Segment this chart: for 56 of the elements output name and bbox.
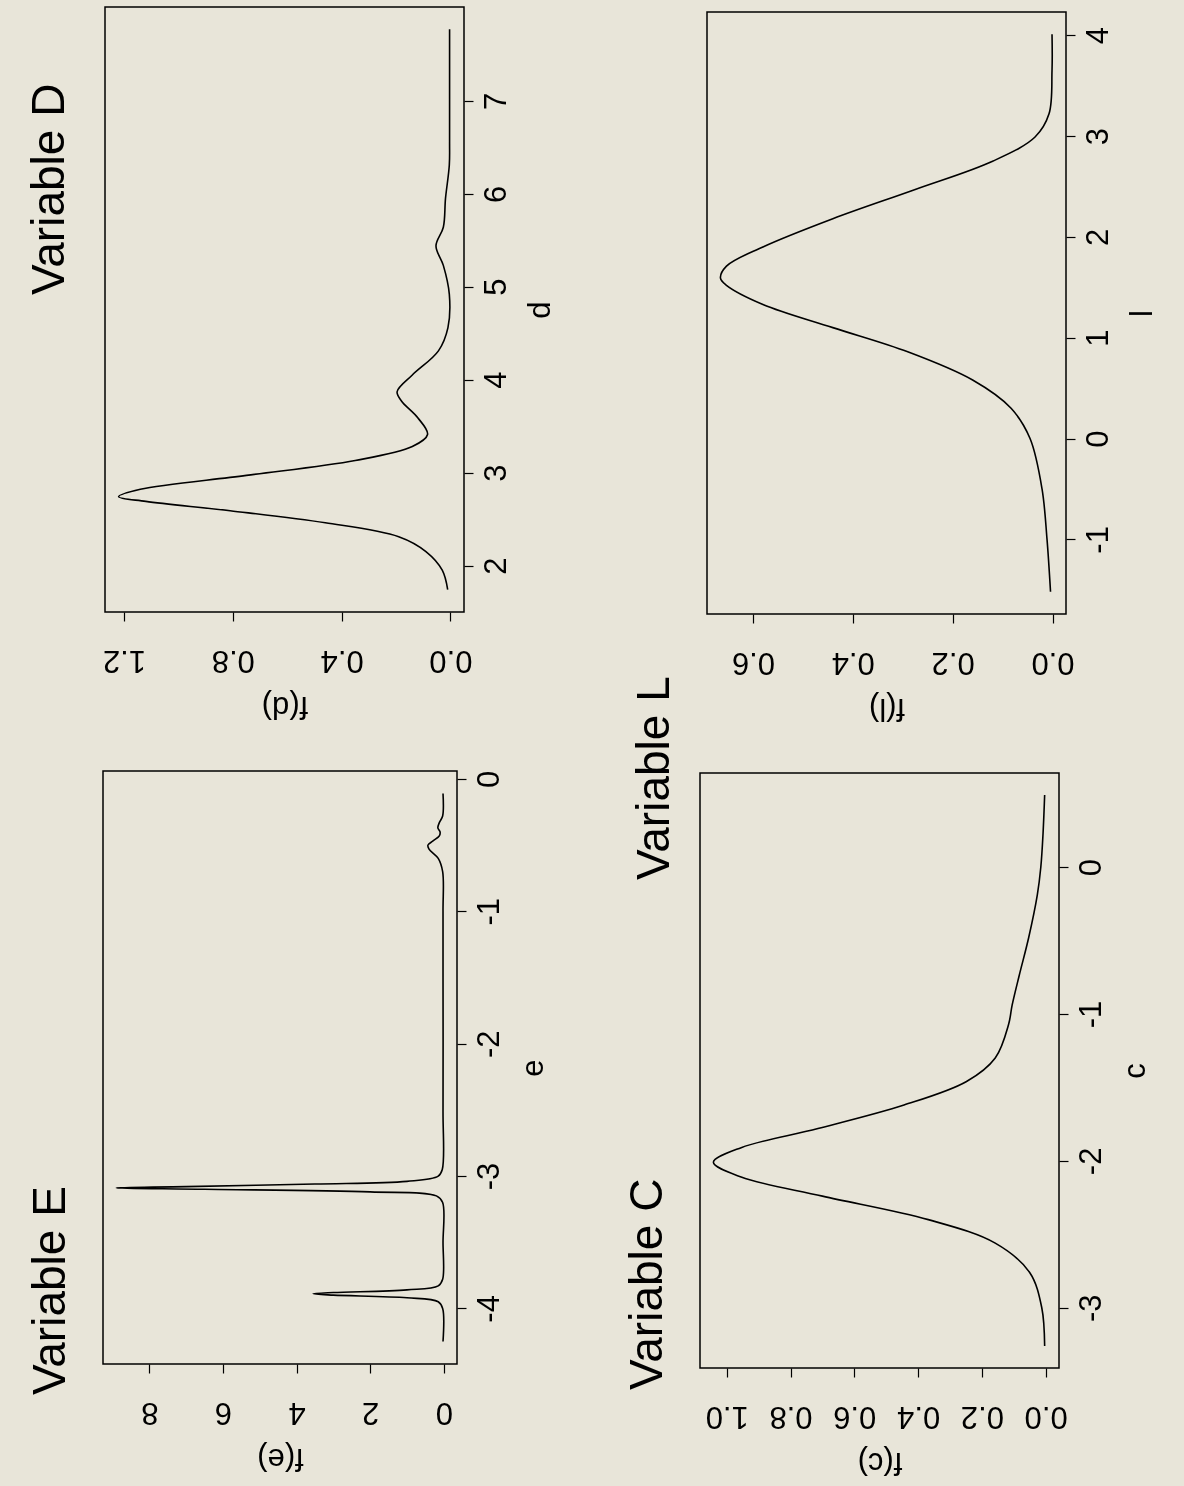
x-axis-title: f(l) [868, 691, 906, 727]
line-series [719, 33, 1054, 593]
text: Variable E [23, 1186, 75, 1395]
x-tick-label: 0.2 [931, 645, 975, 681]
x-tick-label: 0.8 [211, 643, 255, 679]
y-tick-label: 4 [477, 371, 513, 389]
y-tick-label: -1 [1079, 526, 1115, 554]
y-tick-label: 3 [477, 464, 513, 482]
x-tick-label: 2 [362, 1395, 380, 1431]
x-axis-title: f(c) [857, 1445, 903, 1481]
x-axis-title: f(e) [257, 1441, 304, 1477]
x-tick-label: 0.6 [731, 645, 775, 681]
y-axis-title: d [521, 301, 557, 319]
y-axis-title: c [1116, 1063, 1152, 1079]
y-tick-label: 1 [1079, 329, 1115, 347]
y-axis-title: l [1123, 310, 1159, 317]
x-tick-label: 0.6 [833, 1399, 877, 1435]
x-tick-label: 6 [214, 1395, 233, 1431]
x-tick-label: 0.2 [960, 1399, 1004, 1435]
line-series [115, 792, 445, 1343]
text: Variable C [620, 1178, 672, 1390]
x-tick-label: 0.4 [320, 643, 364, 679]
y-tick-label: 2 [1079, 228, 1115, 246]
y-tick-label: 4 [1079, 27, 1115, 45]
y-tick-label: 3 [1079, 127, 1115, 146]
x-tick-label: 1.2 [102, 643, 147, 679]
x-axis-title: f(d) [261, 689, 309, 725]
text: Variable L [627, 676, 679, 880]
y-tick-label: -2 [470, 1030, 506, 1058]
y-tick-label: -2 [1072, 1147, 1108, 1176]
y-tick-label: -1 [1072, 1000, 1108, 1029]
x-tick-label: 0.0 [1024, 1399, 1068, 1435]
x-tick-label: 0.4 [831, 645, 875, 681]
y-tick-label: 0 [1072, 858, 1108, 877]
y-tick-label: 0 [470, 770, 506, 789]
line-series [712, 794, 1046, 1347]
y-tick-label: -3 [1072, 1294, 1108, 1323]
y-tick-label: -3 [470, 1162, 506, 1191]
y-tick-label: 6 [477, 185, 513, 203]
line-series [117, 28, 451, 591]
y-tick-label: 5 [477, 278, 513, 296]
x-tick-label: 8 [141, 1395, 159, 1431]
x-tick-label: 0.8 [769, 1399, 813, 1435]
y-axis-title: e [514, 1059, 550, 1077]
y-tick-label: 7 [477, 92, 513, 110]
y-tick-label: 0 [1079, 430, 1115, 448]
x-tick-label: 0.4 [897, 1399, 941, 1435]
text: Variable D [22, 83, 75, 295]
y-tick-label: -1 [470, 898, 506, 926]
x-tick-label: 1.0 [705, 1399, 749, 1435]
x-tick-label: 0.0 [1031, 645, 1075, 681]
x-tick-label: 0.0 [429, 643, 473, 679]
x-tick-label: 4 [288, 1395, 306, 1431]
y-tick-label: 2 [477, 557, 513, 575]
x-tick-label: 0 [435, 1395, 453, 1431]
y-tick-label: -4 [470, 1295, 506, 1323]
